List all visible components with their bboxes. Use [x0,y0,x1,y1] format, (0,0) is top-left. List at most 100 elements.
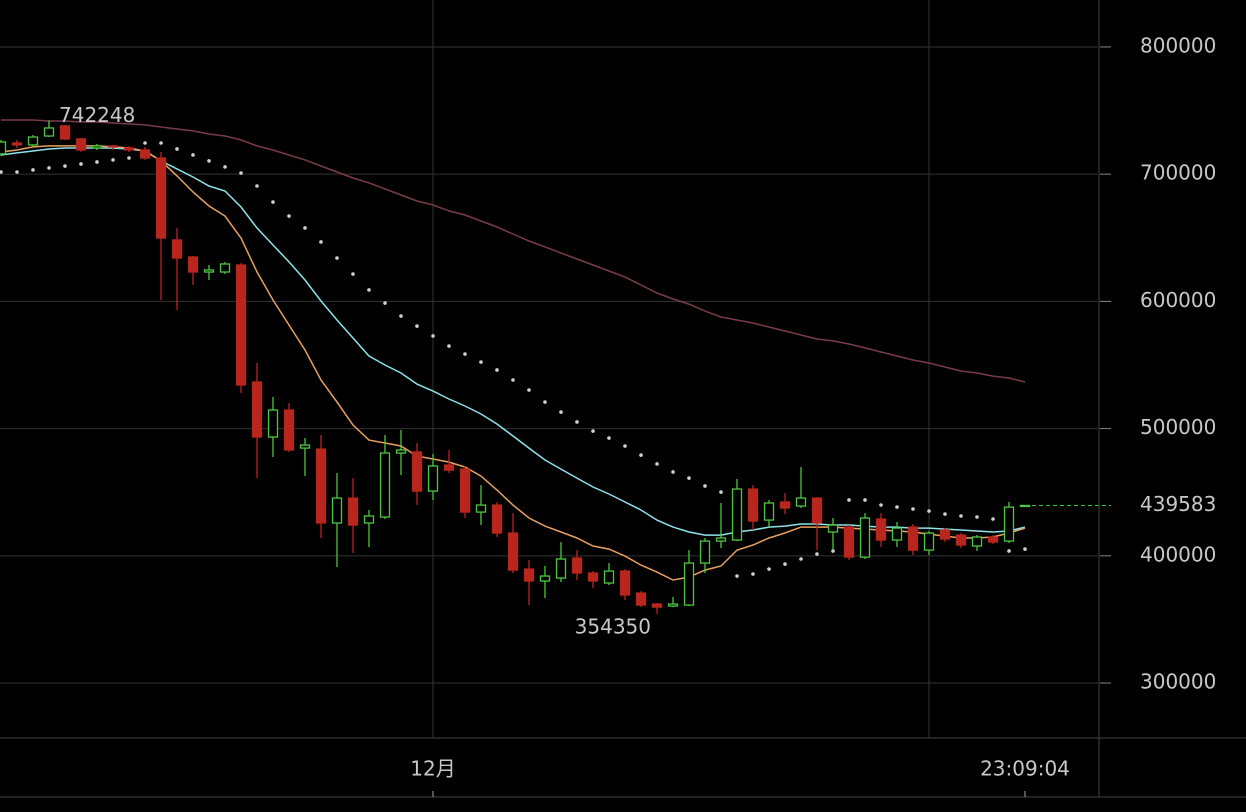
indicator-dot [415,324,419,328]
indicator-dot [223,165,227,169]
indicator-dot [527,388,531,392]
candle-body [475,504,487,513]
candle-body [315,448,327,524]
candle-body [107,145,119,148]
indicator-dot [15,170,19,174]
min-label: 354350 [575,614,651,638]
indicator-dot [927,509,931,513]
candle-body [555,558,567,579]
y-tick-label: 300000 [1140,670,1216,694]
indicator-dot [863,498,867,502]
candle-body [923,532,935,551]
indicator-dot [687,476,691,480]
candle-body [891,527,903,541]
indicator-dot [783,562,787,566]
candle-body [731,488,743,541]
indicator-dot [655,462,659,466]
indicator-dot [0,170,3,174]
candle-body [411,451,423,492]
indicator-dot [847,498,851,502]
indicator-dot [143,141,147,145]
indicator-dot [31,168,35,172]
candle-body [171,239,183,259]
indicator-dot [671,470,675,474]
candle-body [427,465,439,492]
candle-body [987,536,999,543]
indicator-dot [367,288,371,292]
indicator-dot [895,505,899,509]
candle-body [0,141,7,155]
indicator-dot [127,156,131,160]
candle-body [75,138,87,151]
candle-body [827,524,839,533]
candle-body [747,488,759,522]
indicator-dot [1007,549,1011,553]
candle-body [139,149,151,159]
candle-body [843,526,855,558]
indicator-dot [207,159,211,163]
indicator-dot [79,162,83,166]
indicator-dot [831,549,835,553]
indicator-dot [255,184,259,188]
indicator-dot [799,557,803,561]
candle-body [299,444,311,449]
candle-body [379,452,391,518]
y-tick-label: 600000 [1140,288,1216,312]
candle-body [11,142,23,146]
candle-body [443,464,455,471]
indicator-dot [399,314,403,318]
indicator-dot [111,158,115,162]
indicator-dot [447,344,451,348]
indicator-dot [543,400,547,404]
candle-body [219,263,231,273]
indicator-dot [767,567,771,571]
indicator-dot [271,200,275,204]
candle-body [907,526,919,551]
y-tick-label: 700000 [1140,161,1216,185]
indicator-dot [1023,547,1027,551]
candle-body [123,147,135,151]
indicator-dot [495,368,499,372]
candle-body [939,529,951,540]
x-tick-label: 23:09:04 [980,757,1070,781]
candle-body [619,570,631,596]
candle-body [955,534,967,546]
candle-body [459,468,471,513]
y-tick-label: 500000 [1140,415,1216,439]
indicator-line [0,147,1026,536]
x-tick-label: 12月 [410,757,455,781]
indicator-dot [639,453,643,457]
indicator-dot [975,515,979,519]
indicator-line [0,145,1026,581]
indicator-dot [735,574,739,578]
indicator-dot [719,490,723,494]
candle-body [331,497,343,524]
candle-body [651,603,663,608]
indicator-dot [319,240,323,244]
candle-body [43,127,55,137]
candle-body [683,562,695,606]
candle-body [971,536,983,547]
indicator-dot [335,256,339,260]
candle-body [395,449,407,454]
indicator-dot [815,552,819,556]
indicator-dot [463,352,467,356]
indicator-dot [175,147,179,151]
candle-body [635,592,647,606]
candle-body [27,136,39,146]
candle-body [347,497,359,526]
candle-body [795,497,807,507]
candle-body [763,502,775,521]
indicator-dot [95,160,99,164]
candle-body [875,518,887,541]
candle-body [91,145,103,149]
candle-body [491,504,503,534]
candle-body [363,515,375,524]
candle-body [859,517,871,558]
candle-body [811,497,823,524]
indicator-dot [191,153,195,157]
candle-body [267,409,279,438]
max-label: 742248 [59,103,135,127]
